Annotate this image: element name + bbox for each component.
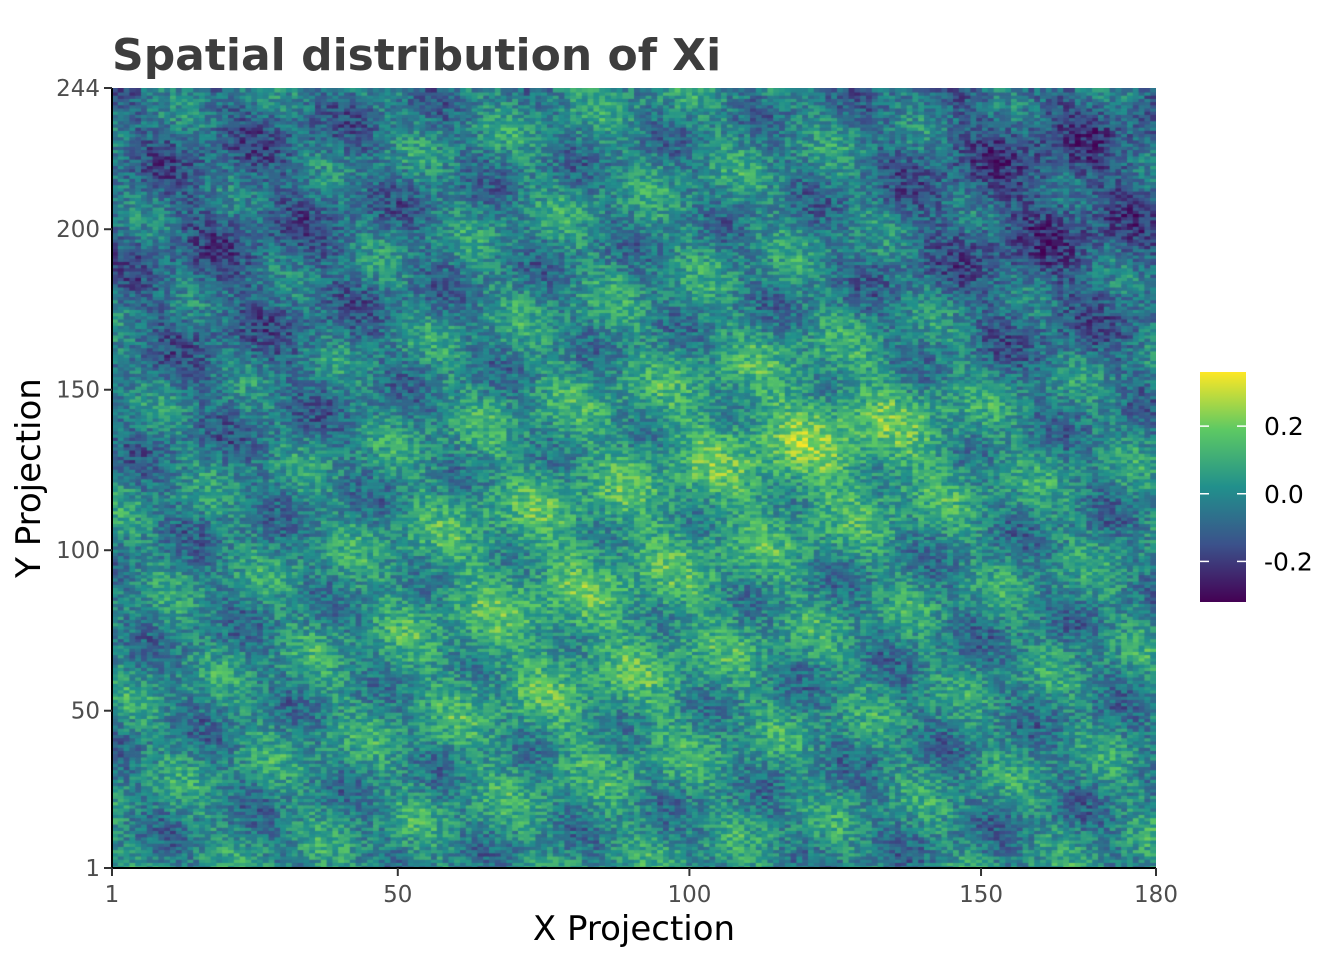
x-tick-label: 100 [667,882,711,908]
y-tick-label: 100 [56,538,100,564]
x-tick-label: 1 [105,882,120,908]
colorbar-ticks: 0.2 0.0 -0.2 [1200,412,1313,576]
y-tick-label: 244 [56,76,100,102]
y-tick-label: 1 [85,856,100,882]
colorbar-tick-label: -0.2 [1264,547,1313,576]
x-tick-label: 150 [959,882,1003,908]
y-tick-label: 200 [56,217,100,243]
colorbar-legend: 0.2 0.0 -0.2 [1200,372,1313,602]
heatmap-raster-holder [112,88,1156,868]
x-tick-label: 180 [1134,882,1178,908]
y-axis-label: Y Projection [9,378,49,579]
x-tick-label: 50 [383,882,412,908]
y-tick-label: 150 [56,378,100,404]
colorbar-tick-label: 0.2 [1264,412,1304,441]
chart-title: Spatial distribution of Xi [112,30,721,81]
y-tick-label: 50 [71,699,100,725]
colorbar-gradient [1200,372,1246,602]
x-axis-label: X Projection [533,909,735,949]
colorbar-tick-label: 0.0 [1264,480,1304,509]
x-ticks: 1 50 100 150 180 [105,868,1178,908]
heatmap-raster [112,88,1156,868]
